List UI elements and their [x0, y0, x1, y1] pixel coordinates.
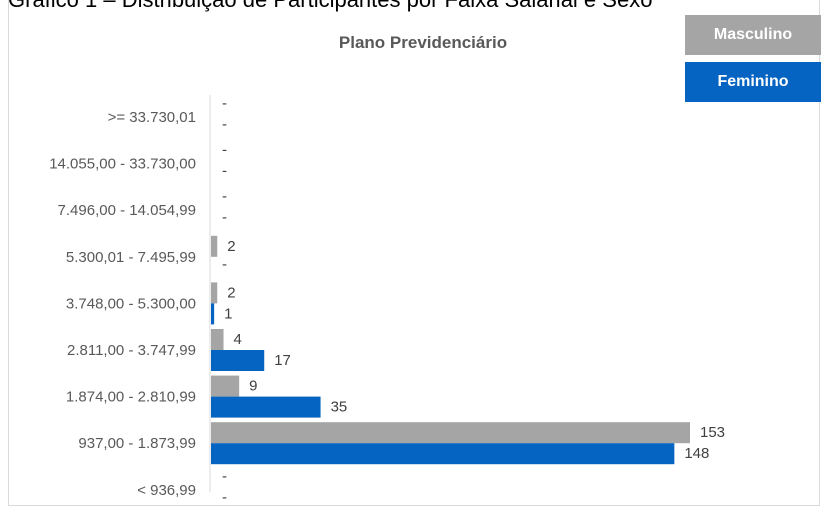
bar-feminino	[211, 350, 265, 371]
figure-caption: Gráfico 1 – Distribuição de Participante…	[8, 0, 788, 12]
bar-masculino	[211, 329, 224, 350]
category-label: 937,00 - 1.873,99	[78, 435, 196, 452]
chart-frame	[8, 0, 820, 506]
empty-label-feminino: -	[222, 256, 227, 273]
chart-marks: >= 33.730,01 - - 14.055,00 - 33.730,00 - - 7.4…	[49, 95, 725, 506]
data-label-masculino: 9	[249, 378, 257, 395]
data-label-masculino: 153	[700, 424, 725, 441]
category-label: 1.874,00 - 2.810,99	[66, 389, 196, 406]
bar-masculino	[211, 375, 240, 397]
data-label-masculino: 2	[227, 284, 235, 301]
bar-masculino	[211, 235, 218, 257]
legend-female-button[interactable]: Feminino	[685, 62, 821, 102]
bar-feminino	[211, 443, 675, 465]
bar-masculino	[211, 422, 690, 444]
category-label: 7.496,00 - 14.054,99	[58, 202, 196, 219]
category-label: 5.300,01 - 7.495,99	[66, 249, 196, 266]
data-label-feminino: 1	[224, 305, 232, 322]
empty-label-feminino: -	[222, 209, 227, 226]
chart-title: Plano Previdenciário	[339, 33, 507, 52]
data-label-masculino: 2	[227, 238, 235, 255]
empty-label-feminino: -	[222, 116, 227, 133]
data-label-masculino: 4	[234, 331, 242, 348]
category-label: 14.055,00 - 33.730,00	[49, 156, 196, 173]
bar-masculino	[211, 282, 218, 304]
category-label: >= 33.730,01	[108, 109, 196, 126]
data-label-feminino: 17	[274, 352, 291, 369]
legend-male-button[interactable]: Masculino	[685, 15, 821, 55]
data-label-feminino: 148	[684, 445, 709, 462]
category-label: < 936,99	[137, 482, 196, 499]
empty-label-feminino: -	[222, 163, 227, 180]
empty-label-masculino: -	[222, 188, 227, 205]
bar-feminino	[211, 396, 321, 418]
bar-feminino	[211, 303, 215, 325]
data-label-feminino: 35	[331, 399, 348, 416]
empty-label-masculino: -	[222, 468, 227, 485]
empty-label-masculino: -	[222, 95, 227, 112]
category-label: 2.811,00 - 3.747,99	[67, 342, 196, 359]
empty-label-feminino: -	[222, 489, 227, 506]
category-label: 3.748,00 - 5.300,00	[66, 295, 196, 312]
empty-label-masculino: -	[222, 142, 227, 159]
